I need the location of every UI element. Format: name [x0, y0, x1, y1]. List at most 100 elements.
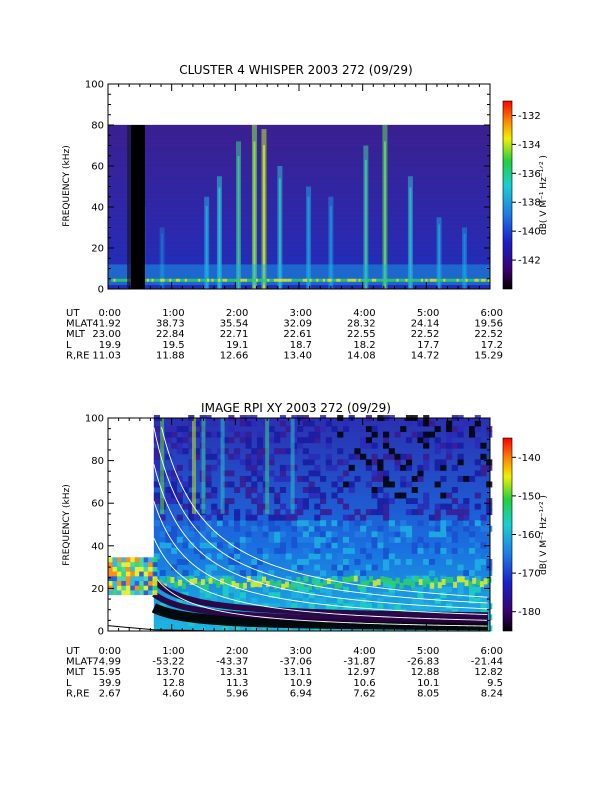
- ephemeris-cell: 2:00: [226, 646, 248, 657]
- whisper-panel: CLUSTER 4 WHISPER 2003 272 (09/29) 0 20 40…: [62, 63, 549, 361]
- ephemeris-cell: 4:00: [353, 308, 375, 319]
- ephemeris-cell: 0:00: [99, 646, 121, 657]
- colorbar-tick-label: -140: [518, 227, 541, 238]
- ephemeris-cell: 35.54: [220, 319, 249, 330]
- ephemeris-cell: 18.2: [353, 340, 375, 351]
- colorbar-tick-label: -138: [518, 198, 541, 209]
- ephemeris-cell: 19.9: [99, 340, 121, 351]
- colorbar-tick-label: -150: [518, 491, 541, 502]
- ephemeris-cell: 12.97: [347, 667, 376, 678]
- ephemeris-cell: 14.72: [411, 350, 440, 361]
- ephemeris-cell: 12.8: [162, 678, 184, 689]
- y-tick-label: 80: [91, 121, 104, 132]
- colorbar: [502, 100, 513, 290]
- ephemeris-cell: 10.9: [290, 678, 312, 689]
- ephemeris-cell: -43.37: [216, 657, 248, 668]
- ephemeris-cell: 28.32: [347, 319, 376, 330]
- ephemeris-cell: 11.3: [226, 678, 248, 689]
- ephemeris-row-label: R,RE: [66, 688, 89, 699]
- model-curve: [153, 537, 488, 621]
- ephemeris-row-label: MLT: [66, 667, 86, 678]
- ephemeris-cell: 4:00: [353, 646, 375, 657]
- ephemeris-cell: 15.95: [92, 667, 121, 678]
- ephemeris-cell: 19.1: [226, 340, 248, 351]
- colorbar-tick-label: -160: [518, 530, 541, 541]
- ephemeris-row-label: L: [66, 678, 72, 689]
- ephemeris-cell: 10.6: [353, 678, 375, 689]
- colorbar: [502, 437, 513, 632]
- model-curve: [153, 427, 488, 604]
- model-curve: [161, 427, 488, 598]
- ephemeris-cell: 11.03: [92, 350, 121, 361]
- colorbar-tick-label: -170: [518, 569, 541, 580]
- ephemeris-cell: 6:00: [481, 646, 503, 657]
- ephemeris-cell: 1:00: [162, 308, 184, 319]
- y-tick-label: 60: [91, 499, 104, 510]
- colorbar-tick-label: -180: [518, 607, 541, 618]
- y-tick-label: 0: [98, 627, 104, 638]
- y-tick-label: 100: [85, 414, 104, 425]
- spectrogram-area: [108, 124, 490, 289]
- ephemeris-row-label: MLT: [66, 329, 86, 340]
- ephemeris-row-label: UT: [66, 308, 80, 319]
- ephemeris-cell: 6:00: [481, 308, 503, 319]
- chart-title: IMAGE RPI XY 2003 272 (09/29): [201, 401, 391, 415]
- ephemeris-cell: 22.84: [156, 329, 185, 340]
- ephemeris-cell: 13.40: [283, 350, 312, 361]
- ephemeris-table: UT 0:00 1:00 2:00 3:00 4:00 5:00 6:00 MLAT-74.99…: [66, 646, 503, 699]
- ephemeris-cell: 17.7: [417, 340, 439, 351]
- colorbar-tick-label: -136: [518, 169, 541, 180]
- y-tick-label: 20: [91, 584, 104, 595]
- ephemeris-cell: 41.92: [92, 319, 121, 330]
- ephemeris-cell: 23.00: [92, 329, 121, 340]
- ephemeris-cell: 4.60: [162, 688, 184, 699]
- ephemeris-cell: 19.5: [162, 340, 184, 351]
- ephemeris-cell: 13.70: [156, 667, 185, 678]
- ephemeris-cell: -26.83: [407, 657, 439, 668]
- ephemeris-cell: 13.31: [220, 667, 249, 678]
- ephemeris-row-label: UT: [66, 646, 80, 657]
- ephemeris-cell: 2:00: [226, 308, 248, 319]
- rpi-panel: IMAGE RPI XY 2003 272 (09/29) 0 20 40 60 80 1…: [62, 401, 549, 699]
- ephemeris-cell: 22.55: [347, 329, 376, 340]
- y-tick-label: 40: [91, 203, 104, 214]
- y-tick-label: 40: [91, 541, 104, 552]
- colorbar-tick-label: -140: [518, 453, 541, 464]
- ephemeris-table: UT 0:00 1:00 2:00 3:00 4:00 5:00 6:00 MLAT 41.92 3…: [66, 308, 503, 361]
- ephemeris-cell: 14.08: [347, 350, 376, 361]
- colorbar-label: dB( V M⁻¹ Hz⁻¹ᐟ² ): [539, 155, 549, 235]
- ephemeris-cell: 3:00: [290, 646, 312, 657]
- ephemeris-row-label: MLAT: [66, 657, 93, 668]
- model-curve: [153, 464, 488, 610]
- colorbar-tick-label: -142: [518, 256, 541, 267]
- ephemeris-cell: 19.56: [474, 319, 503, 330]
- ephemeris-cell: 0:00: [99, 308, 121, 319]
- y-tick-label: 60: [91, 162, 104, 173]
- ephemeris-cell: 13.11: [283, 667, 312, 678]
- model-curve: [153, 574, 488, 627]
- ephemeris-cell: 12.88: [411, 667, 440, 678]
- ephemeris-cell: 6.94: [290, 688, 312, 699]
- ephemeris-cell: 5:00: [417, 308, 439, 319]
- colorbar-tick-label: -134: [518, 140, 541, 151]
- ephemeris-cell: 5:00: [417, 646, 439, 657]
- y-tick-label: 20: [91, 244, 104, 255]
- ephemeris-cell: 22.61: [283, 329, 312, 340]
- chart-title: CLUSTER 4 WHISPER 2003 272 (09/29): [179, 63, 412, 77]
- ephemeris-cell: 12.82: [474, 667, 503, 678]
- ephemeris-cell: -21.44: [471, 657, 503, 668]
- data-gap: [130, 125, 145, 289]
- ephemeris-cell: 8.05: [417, 688, 439, 699]
- ephemeris-cell: -53.22: [152, 657, 184, 668]
- ephemeris-cell: 3:00: [290, 308, 312, 319]
- y-tick-label: 100: [85, 80, 104, 91]
- ephemeris-cell: 24.14: [411, 319, 440, 330]
- ephemeris-cell: -37.06: [280, 657, 312, 668]
- ephemeris-cell: 32.09: [283, 319, 312, 330]
- spectrogram-background: [108, 125, 490, 289]
- ephemeris-cell: 11.88: [156, 350, 185, 361]
- ephemeris-cell: 8.24: [481, 688, 503, 699]
- ephemeris-cell: 38.73: [156, 319, 185, 330]
- ephemeris-row-label: L: [66, 340, 72, 351]
- ephemeris-cell: 15.29: [474, 350, 503, 361]
